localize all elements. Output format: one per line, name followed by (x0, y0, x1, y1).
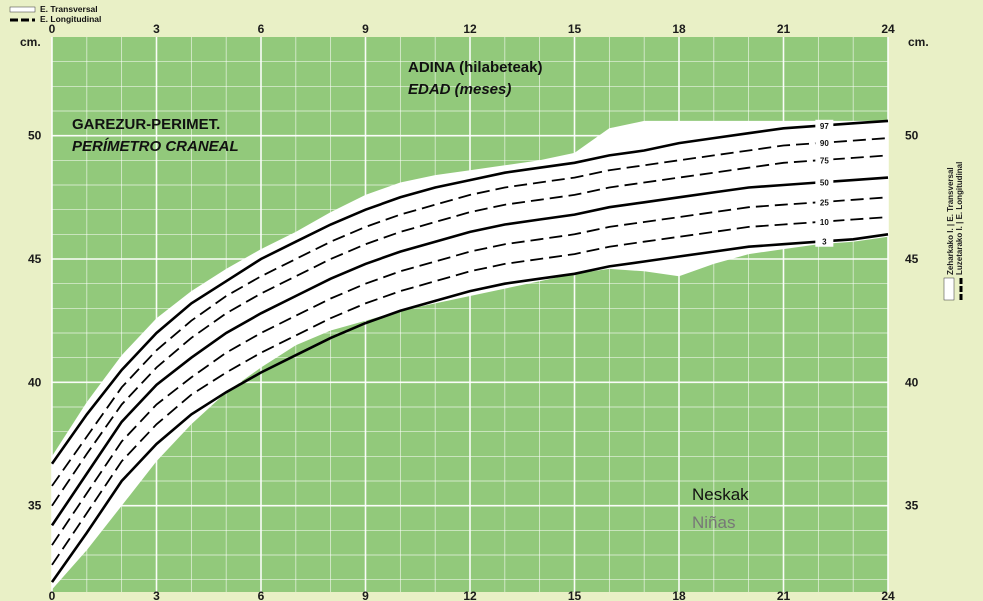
side-label-longitudinal: Luzetarako I. | E. Longitudinal (955, 162, 964, 275)
x-tick-top: 21 (777, 22, 791, 36)
y-ticks-left: 35 40 45 50 (28, 129, 42, 513)
x-tick-bottom: 21 (777, 589, 791, 601)
percentile-labels: 97 90 75 50 25 10 3 (815, 119, 834, 247)
x-axis-label-eu: ADINA (hilabeteak) (408, 59, 542, 76)
legend: E. Transversal E. Longitudinal (9, 4, 101, 24)
percentile-label-p3: 3 (822, 238, 827, 247)
chart-title-eu: GAREZUR-PERIMET. (72, 116, 220, 133)
y-tick-right: 45 (905, 252, 919, 266)
y-tick-right: 40 (905, 375, 919, 389)
y-unit-right: cm. (908, 35, 929, 49)
sex-label-eu: Neskak (692, 485, 749, 504)
x-tick-top: 18 (672, 22, 686, 36)
percentile-line-p50 (50, 176, 889, 527)
y-tick-left: 35 (28, 499, 42, 513)
chart-title-es: PERÍMETRO CRANEAL (72, 138, 239, 155)
percentile-label-bg (815, 119, 834, 131)
x-ticks-top: 0 3 6 9 12 15 18 21 24 (49, 22, 895, 36)
x-tick-bottom: 24 (881, 589, 895, 601)
y-ticks-right: 35 40 45 50 (905, 129, 919, 513)
percentile-label-p10: 10 (820, 218, 829, 227)
legend-transversal-swatch (9, 6, 36, 13)
y-unit-left: cm. (20, 35, 41, 49)
y-tick-right: 35 (905, 499, 919, 513)
percentile-label-bg (815, 235, 834, 247)
percentile-label-p90: 90 (820, 139, 829, 148)
legend-longitudinal-label: E. Longitudinal (40, 14, 101, 24)
x-tick-bottom: 18 (672, 589, 686, 601)
x-ticks-bottom: 0 3 6 9 12 15 18 21 24 (49, 589, 895, 601)
y-tick-left: 50 (28, 129, 42, 143)
y-tick-right: 50 (905, 129, 919, 143)
percentile-label-bg (815, 176, 834, 188)
y-tick-left: 45 (28, 252, 42, 266)
x-tick-top: 0 (49, 22, 56, 36)
x-tick-bottom: 15 (568, 589, 582, 601)
percentile-line-p25 (51, 196, 889, 546)
percentile-label-p50: 50 (820, 179, 829, 188)
x-axis-label-es: EDAD (meses) (408, 81, 511, 98)
x-tick-top: 6 (258, 22, 265, 36)
x-tick-bottom: 12 (463, 589, 477, 601)
percentile-line-p3 (50, 233, 889, 583)
x-tick-top: 24 (881, 22, 895, 36)
percentile-label-bg (815, 137, 834, 149)
percentile-lines (50, 119, 889, 583)
x-tick-bottom: 9 (362, 589, 369, 601)
x-tick-top: 15 (568, 22, 582, 36)
percentile-label-bg (815, 154, 834, 166)
percentile-label-p97: 97 (820, 122, 829, 131)
side-transversal-swatch (943, 277, 955, 301)
percentile-label-p75: 75 (820, 156, 829, 165)
percentile-label-p25: 25 (820, 198, 829, 207)
sex-label-es: Niñas (692, 513, 735, 532)
percentile-label-bg (815, 196, 834, 208)
percentile-label-bg (815, 216, 834, 227)
x-tick-bottom: 6 (258, 589, 265, 601)
x-tick-bottom: 3 (153, 589, 160, 601)
legend-transversal-label: E. Transversal (40, 4, 98, 14)
percentile-line-p10 (51, 216, 889, 566)
percentile-line-p90 (51, 137, 889, 487)
percentile-line-p97 (50, 119, 889, 465)
x-tick-top: 9 (362, 22, 369, 36)
x-tick-bottom: 0 (49, 589, 56, 601)
x-tick-top: 3 (153, 22, 160, 36)
percentile-line-p75 (51, 154, 889, 507)
side-label-transversal: Zeharkako I. | E. Transversal (946, 167, 955, 275)
y-tick-left: 40 (28, 375, 42, 389)
x-tick-top: 12 (463, 22, 477, 36)
grid-layer (51, 37, 889, 592)
